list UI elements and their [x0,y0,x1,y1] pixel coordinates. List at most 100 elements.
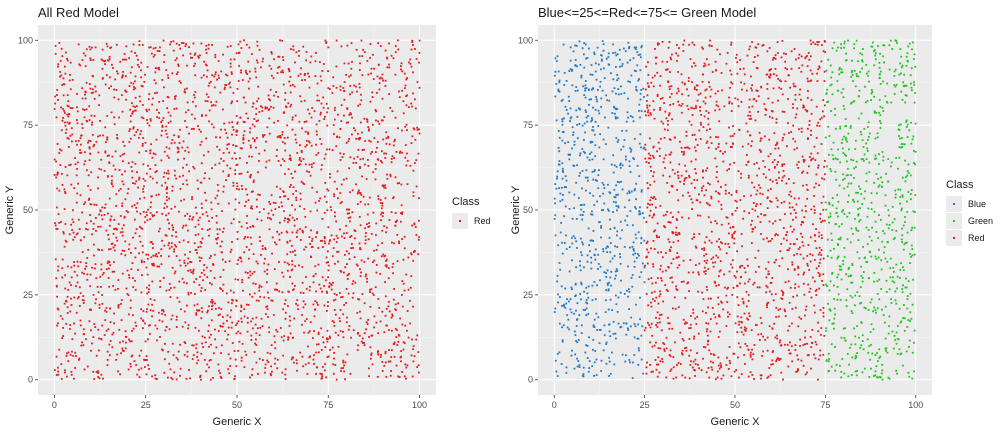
point [607,288,610,291]
point [243,237,246,240]
point [205,44,208,47]
point [127,187,130,190]
point [333,211,336,214]
point [149,309,152,312]
point [270,51,273,53]
point [251,295,254,298]
point [725,216,728,219]
point [710,45,713,48]
point [128,130,131,132]
point [387,305,390,308]
point [95,140,98,143]
point [680,111,683,114]
point [142,210,145,213]
point [264,371,266,374]
point [335,39,338,42]
point [167,77,170,79]
point [776,199,779,202]
point [113,228,116,230]
point [599,85,601,88]
point [76,281,79,284]
point [642,372,645,375]
point [345,141,348,144]
point [390,316,393,319]
point [790,50,793,53]
point [724,189,727,192]
point [226,147,229,150]
point [113,270,116,273]
point [334,364,337,366]
point [82,299,85,302]
point [354,281,357,284]
point [271,299,274,302]
point [640,46,643,49]
point [295,359,298,362]
point [797,325,800,328]
point [168,328,171,331]
point [140,130,143,133]
point [75,355,77,357]
point [204,191,206,194]
point [194,62,196,65]
point [593,253,596,256]
point [320,143,323,145]
point [416,126,418,129]
point [342,178,345,181]
point [605,143,607,146]
point [246,73,249,75]
point [248,70,251,73]
point [246,227,249,230]
point [388,93,390,96]
point [63,65,66,68]
point [354,129,357,132]
point [562,131,565,133]
point [557,130,560,132]
point [219,313,221,316]
point [808,291,811,293]
point [347,62,350,65]
point [219,276,222,278]
point [576,164,578,167]
point [355,161,357,164]
point [246,215,248,217]
point [728,126,730,129]
point [707,182,709,185]
point [113,96,116,99]
point [588,244,591,246]
point [65,51,67,54]
point [806,97,809,99]
point [59,60,62,62]
point [771,117,774,119]
point [396,219,398,222]
point [240,47,243,49]
point [151,242,154,245]
point [104,63,106,65]
point [76,119,78,121]
point [303,248,305,251]
point [178,280,181,283]
point [299,291,302,294]
point [701,310,704,313]
point [359,121,362,124]
point [182,140,185,143]
point [165,325,168,328]
point [746,54,749,57]
point [635,182,638,185]
point [327,46,330,49]
point [759,203,762,205]
point [400,68,402,71]
point [705,129,708,132]
point [173,134,175,137]
point [122,71,125,73]
point [677,87,680,90]
point [582,308,585,311]
point [183,341,186,343]
point [768,273,770,276]
point [72,238,75,241]
point [249,236,252,239]
point [633,336,636,339]
point [813,205,816,208]
point [762,173,765,176]
point [203,336,206,339]
point [250,146,252,149]
